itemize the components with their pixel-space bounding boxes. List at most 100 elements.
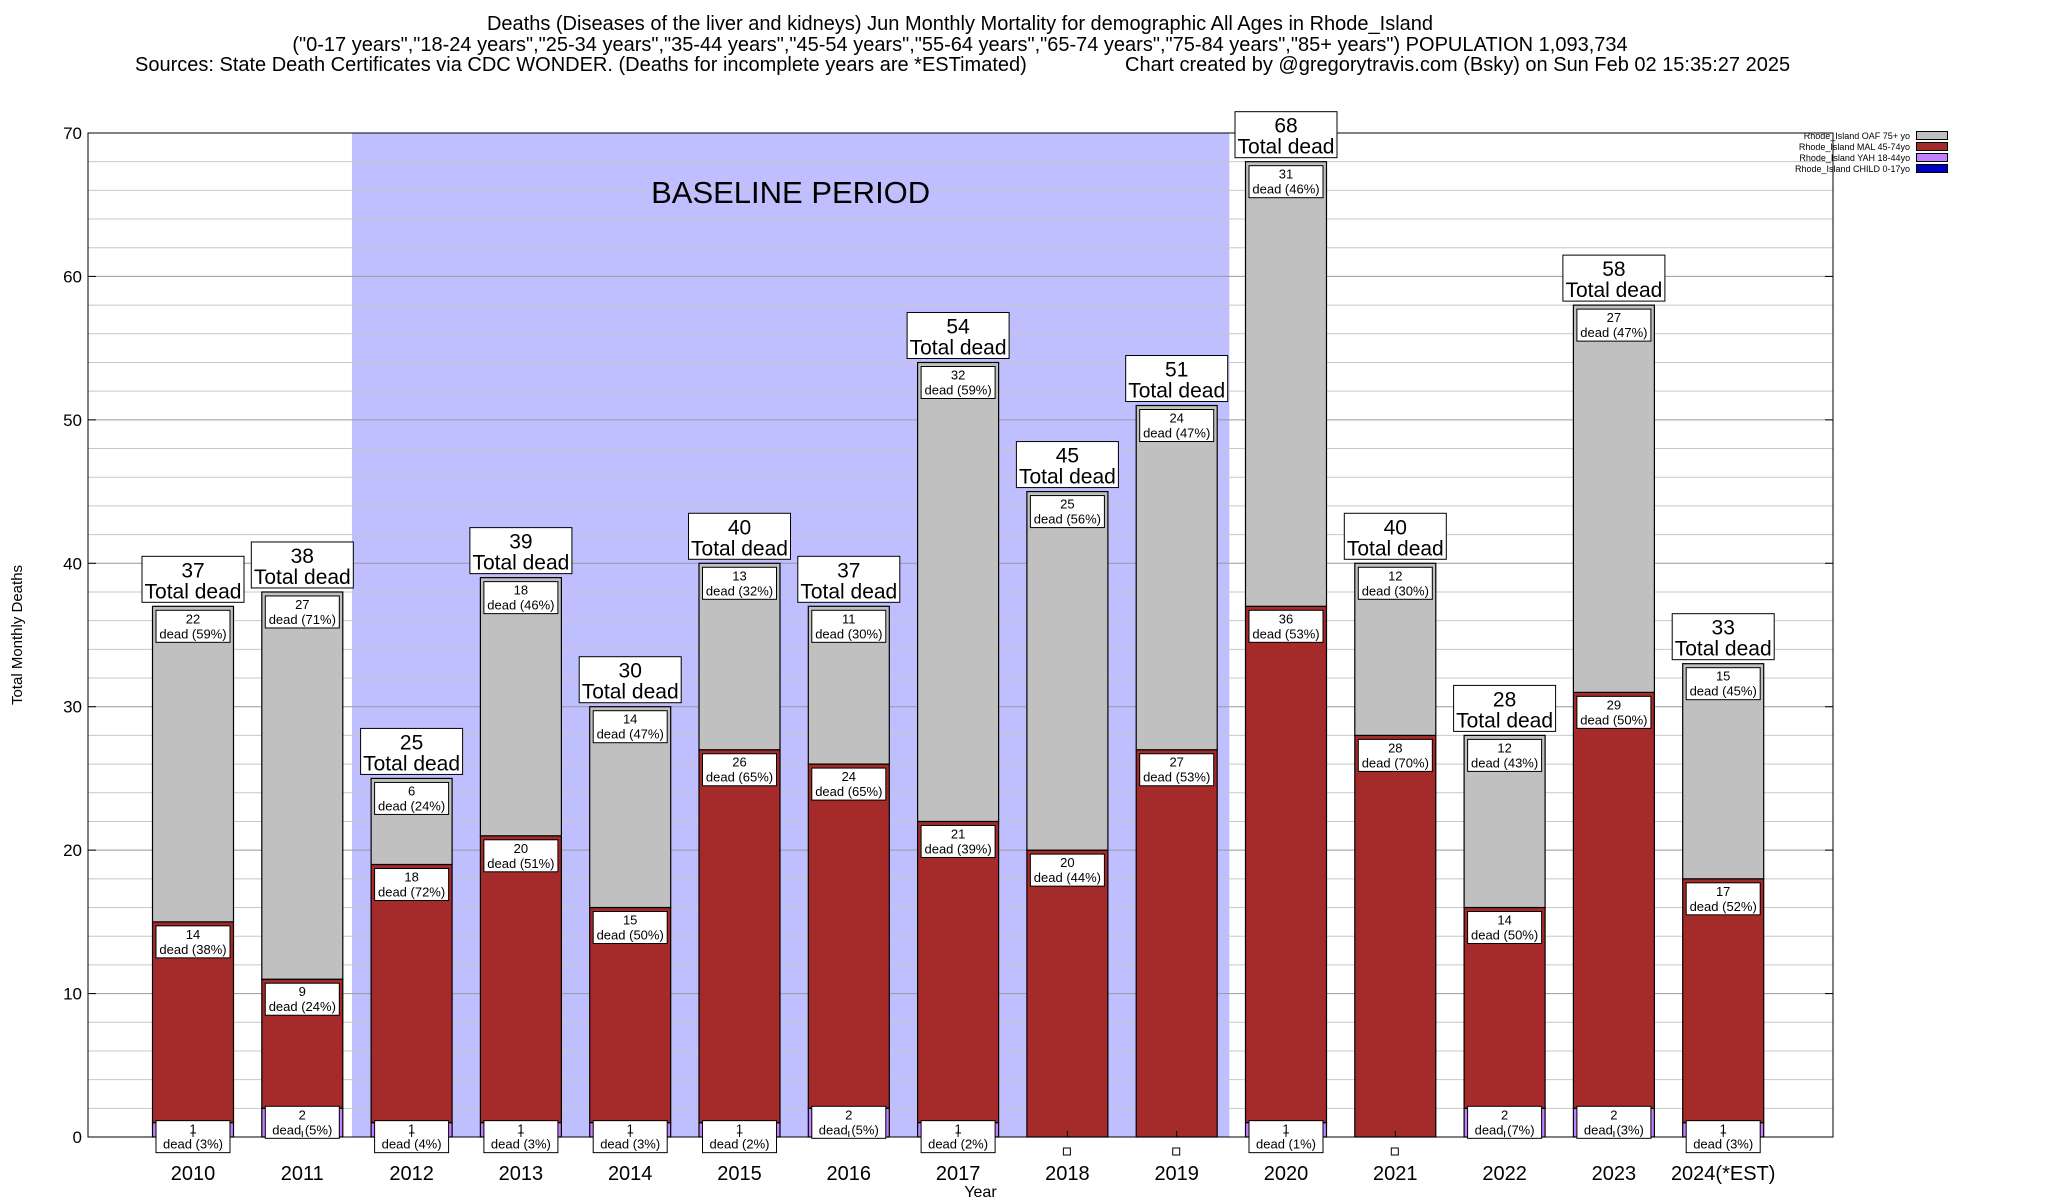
segment-label-yah-count: 1 (1720, 1122, 1727, 1137)
segment-label-mal-pct: dead (70%) (1362, 755, 1429, 770)
segment-label-oaf-box (1139, 409, 1215, 443)
segment-label-mal-box (1467, 911, 1543, 945)
x-tick-label: 2021 (1373, 1163, 1418, 1185)
segment-label-oaf-pct: dead (71%) (269, 612, 336, 627)
segment-label-mal-pct: dead (52%) (1690, 899, 1757, 914)
legend-swatch-oaf (1916, 131, 1949, 140)
x-tick-label: 2014 (608, 1163, 653, 1185)
bar-segment-mal (1354, 734, 1437, 1138)
x-axis-title: Year (964, 1184, 997, 1200)
x-tick-label: 2016 (827, 1163, 872, 1185)
segment-label-mal-count: 20 (514, 841, 528, 856)
segment-label-mal-count: 36 (1279, 611, 1293, 626)
segment-label-oaf-box (811, 609, 887, 643)
total-label-value: 54 (946, 315, 970, 338)
segment-label-oaf-pct: dead (47%) (1143, 426, 1210, 441)
segment-label-mal-count: 15 (623, 913, 637, 928)
legend-label-yah: Rhode_Island YAH 18-44yo (1799, 152, 1911, 163)
segment-label-mal-box (1576, 695, 1652, 729)
y-axis-title: Total Monthly Deaths (9, 565, 26, 705)
empty-segment-marker (1172, 1147, 1181, 1156)
segment-label-yah-pct: dead (1%) (1256, 1137, 1316, 1152)
chart-credit: Chart created by @gregorytravis.com (Bsk… (1125, 54, 1791, 76)
x-tick-label: 2010 (171, 1163, 216, 1185)
segment-label-oaf-count: 14 (623, 712, 637, 727)
segment-label-oaf-box (1029, 495, 1105, 529)
segment-label-oaf-pct: dead (46%) (1252, 182, 1319, 197)
bar-segment-mal (807, 763, 890, 1109)
total-label-text: Total dead (1347, 537, 1444, 560)
segment-label-yah-pct: dead (5%) (819, 1122, 879, 1137)
segment-label-yah-count: 1 (627, 1122, 634, 1137)
segment-label-oaf-box (592, 710, 668, 744)
segment-label-oaf-count: 15 (1716, 669, 1730, 684)
segment-label-yah-pct: dead (3%) (491, 1137, 551, 1152)
segment-label-oaf-box (483, 581, 559, 615)
y-tick-label: 50 (63, 411, 82, 430)
chart-subtitle: ("0-17 years","18-24 years","25-34 years… (292, 34, 1628, 56)
segment-label-yah-count: 2 (1501, 1107, 1508, 1122)
total-label-text: Total dead (582, 681, 679, 704)
total-label-value: 37 (837, 559, 860, 582)
segment-label-oaf-box (920, 365, 996, 399)
segment-label-mal-pct: dead (24%) (269, 999, 336, 1014)
x-tick-label: 2024(*EST) (1671, 1163, 1776, 1185)
segment-label-mal-box (811, 767, 887, 801)
segment-label-oaf-count: 27 (295, 597, 309, 612)
segment-label-oaf-count: 27 (1607, 310, 1621, 325)
segment-label-mal-box (1248, 609, 1324, 643)
total-label-value: 38 (291, 545, 314, 568)
segment-label-mal-count: 28 (1388, 740, 1402, 755)
chart-legend: Rhode_Island OAF 75+ yo Rhode_Island MAL… (1795, 130, 1949, 174)
bar-segment-mal (370, 863, 453, 1124)
total-label-box (906, 311, 1010, 359)
segment-label-mal-pct: dead (39%) (924, 841, 991, 856)
segment-label-oaf-count: 22 (186, 611, 200, 626)
segment-label-oaf-count: 11 (842, 611, 856, 626)
segment-label-yah-pct: dead (3%) (1584, 1122, 1644, 1137)
total-label-value: 28 (1493, 688, 1516, 711)
total-label-box (141, 555, 245, 603)
total-label-box (1453, 684, 1557, 732)
segment-label-yah-count: 1 (408, 1122, 415, 1137)
segment-label-oaf-pct: dead (56%) (1034, 512, 1101, 527)
bar-segment-oaf (479, 577, 562, 837)
total-label-box (688, 512, 791, 560)
segment-label-oaf-pct: dead (45%) (1690, 684, 1757, 699)
total-label-value: 51 (1165, 359, 1188, 382)
segment-label-oaf-box (155, 609, 231, 643)
total-label-text: Total dead (800, 580, 897, 603)
segment-label-mal-count: 17 (1716, 884, 1730, 899)
total-label-text: Total dead (254, 566, 351, 589)
bar-segment-mal (698, 749, 781, 1124)
total-label-box (1125, 355, 1229, 403)
total-label-box (469, 527, 573, 575)
total-label-box (797, 555, 901, 603)
segment-label-mal-box (1029, 853, 1105, 887)
segment-label-mal-count: 20 (1060, 855, 1074, 870)
legend-swatch-mal (1916, 142, 1949, 151)
total-label-box (1015, 441, 1119, 489)
baseline-label: BASELINE PERIOD (651, 175, 930, 210)
empty-segment-marker (1062, 1147, 1071, 1156)
chart-sources: Sources: State Death Certificates via CD… (135, 54, 1027, 76)
empty-segment-marker (1390, 1147, 1399, 1156)
